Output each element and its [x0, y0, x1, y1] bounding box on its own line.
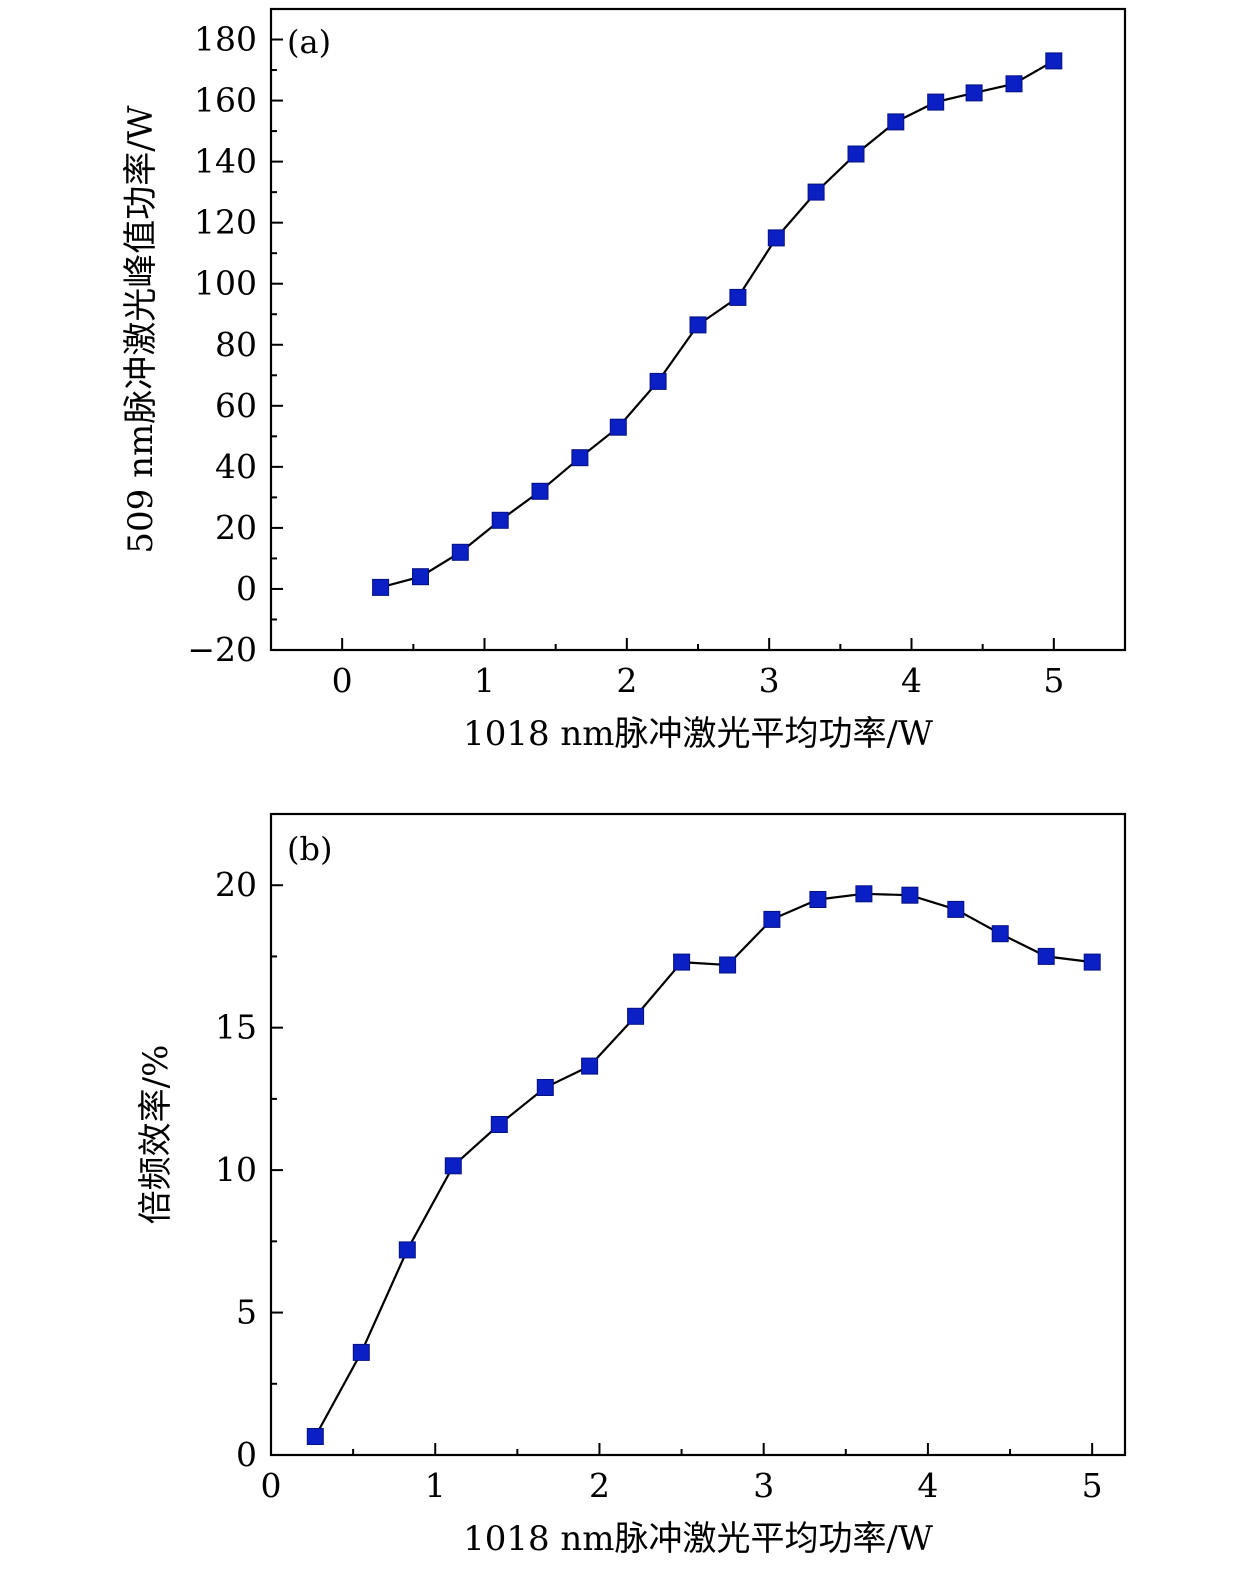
data-point-b [444, 1157, 462, 1175]
y-tick-label-b: 10 [215, 1150, 257, 1189]
data-point-b [352, 1343, 370, 1361]
y-axis-label-b: 倍频效率/% [136, 1045, 176, 1225]
y-tick-label-a: 160 [194, 81, 257, 120]
data-point-b [536, 1079, 554, 1096]
y-tick-label-a: 0 [236, 569, 257, 608]
x-axis-label-a: 1018 nm脉冲激光平均功率/W [463, 714, 933, 754]
data-point-a [451, 543, 469, 561]
x-tick-label-b: 1 [425, 1466, 446, 1505]
panel-label-b: (b) [287, 830, 332, 868]
y-tick-label-b: 20 [215, 865, 257, 904]
x-axis-label-b: 1018 nm脉冲激光平均功率/W [463, 1519, 933, 1559]
data-point-a [649, 372, 667, 390]
data-point-b [490, 1116, 508, 1133]
x-tick-label-b: 2 [589, 1466, 610, 1505]
data-point-b [809, 891, 827, 908]
data-point-b [719, 956, 737, 974]
data-point-b [306, 1428, 324, 1445]
data-point-a [847, 145, 865, 163]
data-point-b [991, 925, 1009, 943]
y-tick-label-a: 60 [215, 386, 257, 425]
x-tick-label-b: 5 [1082, 1466, 1103, 1505]
y-tick-label-a: 180 [194, 20, 257, 59]
data-point-b [673, 953, 691, 971]
chart-panel-b: 0 1 2 3 4 5 0 5 10 15 20 1018 nm脉冲激光平均功率/W 倍频效率/% (b) [136, 812, 1127, 1559]
data-point-a [767, 229, 785, 247]
y-tick-label-a: 40 [215, 447, 257, 486]
data-point-a [689, 316, 707, 334]
data-point-a [609, 418, 627, 436]
x-tick-label-a: 5 [1043, 661, 1064, 700]
data-point-a [1045, 52, 1063, 70]
x-tick-label-a: 0 [332, 661, 353, 700]
data-point-a [412, 568, 429, 586]
data-point-b [763, 910, 781, 928]
series-line-a [380, 59, 1055, 589]
y-tick-label-a: 120 [194, 203, 257, 242]
data-point-b [855, 885, 873, 903]
y-tick-label-a: 80 [215, 325, 257, 364]
x-tick-label-a: 1 [474, 661, 495, 700]
x-tick-label-b: 0 [261, 1466, 282, 1505]
y-tick-label-b: 15 [215, 1008, 257, 1047]
x-tick-label-a: 3 [759, 661, 780, 700]
data-point-a [965, 84, 983, 102]
plot-frame-b [269, 812, 1127, 1457]
data-point-b [901, 886, 919, 904]
data-point-a [571, 449, 589, 467]
data-point-b [1037, 947, 1055, 965]
x-tick-label-b: 3 [753, 1466, 774, 1505]
y-tick-label-b: 0 [236, 1435, 257, 1474]
data-point-a [887, 113, 905, 131]
data-point-b [627, 1007, 645, 1025]
data-point-b [1083, 953, 1101, 971]
data-point-b [947, 900, 965, 918]
panel-label-a: (a) [287, 23, 331, 61]
y-tick-label-b: 5 [236, 1293, 257, 1332]
data-point-a [372, 578, 390, 596]
series-line-b [314, 892, 1093, 1438]
data-point-b [581, 1057, 599, 1075]
data-point-a [531, 482, 549, 500]
x-tick-label-a: 2 [616, 661, 637, 700]
x-tick-label-a: 4 [901, 661, 922, 700]
y-tick-label-a: 100 [194, 264, 257, 303]
y-tick-label-a: −20 [187, 630, 257, 669]
y-axis-label-a: 509 nm脉冲激光峰值功率/W [121, 105, 161, 553]
data-point-a [491, 511, 509, 529]
y-tick-label-a: 20 [215, 508, 257, 547]
data-point-a [807, 183, 825, 201]
data-point-a [729, 288, 747, 306]
data-point-a [927, 93, 945, 111]
y-tick-label-a: 140 [194, 142, 257, 181]
chart-panel-a: 0 1 2 3 4 5 −20 0 20 40 60 80 100 120 140 160 180 1018 nm… [121, 7, 1127, 754]
data-point-b [398, 1241, 416, 1259]
x-tick-label-b: 4 [917, 1466, 938, 1505]
data-point-a [1005, 75, 1023, 93]
